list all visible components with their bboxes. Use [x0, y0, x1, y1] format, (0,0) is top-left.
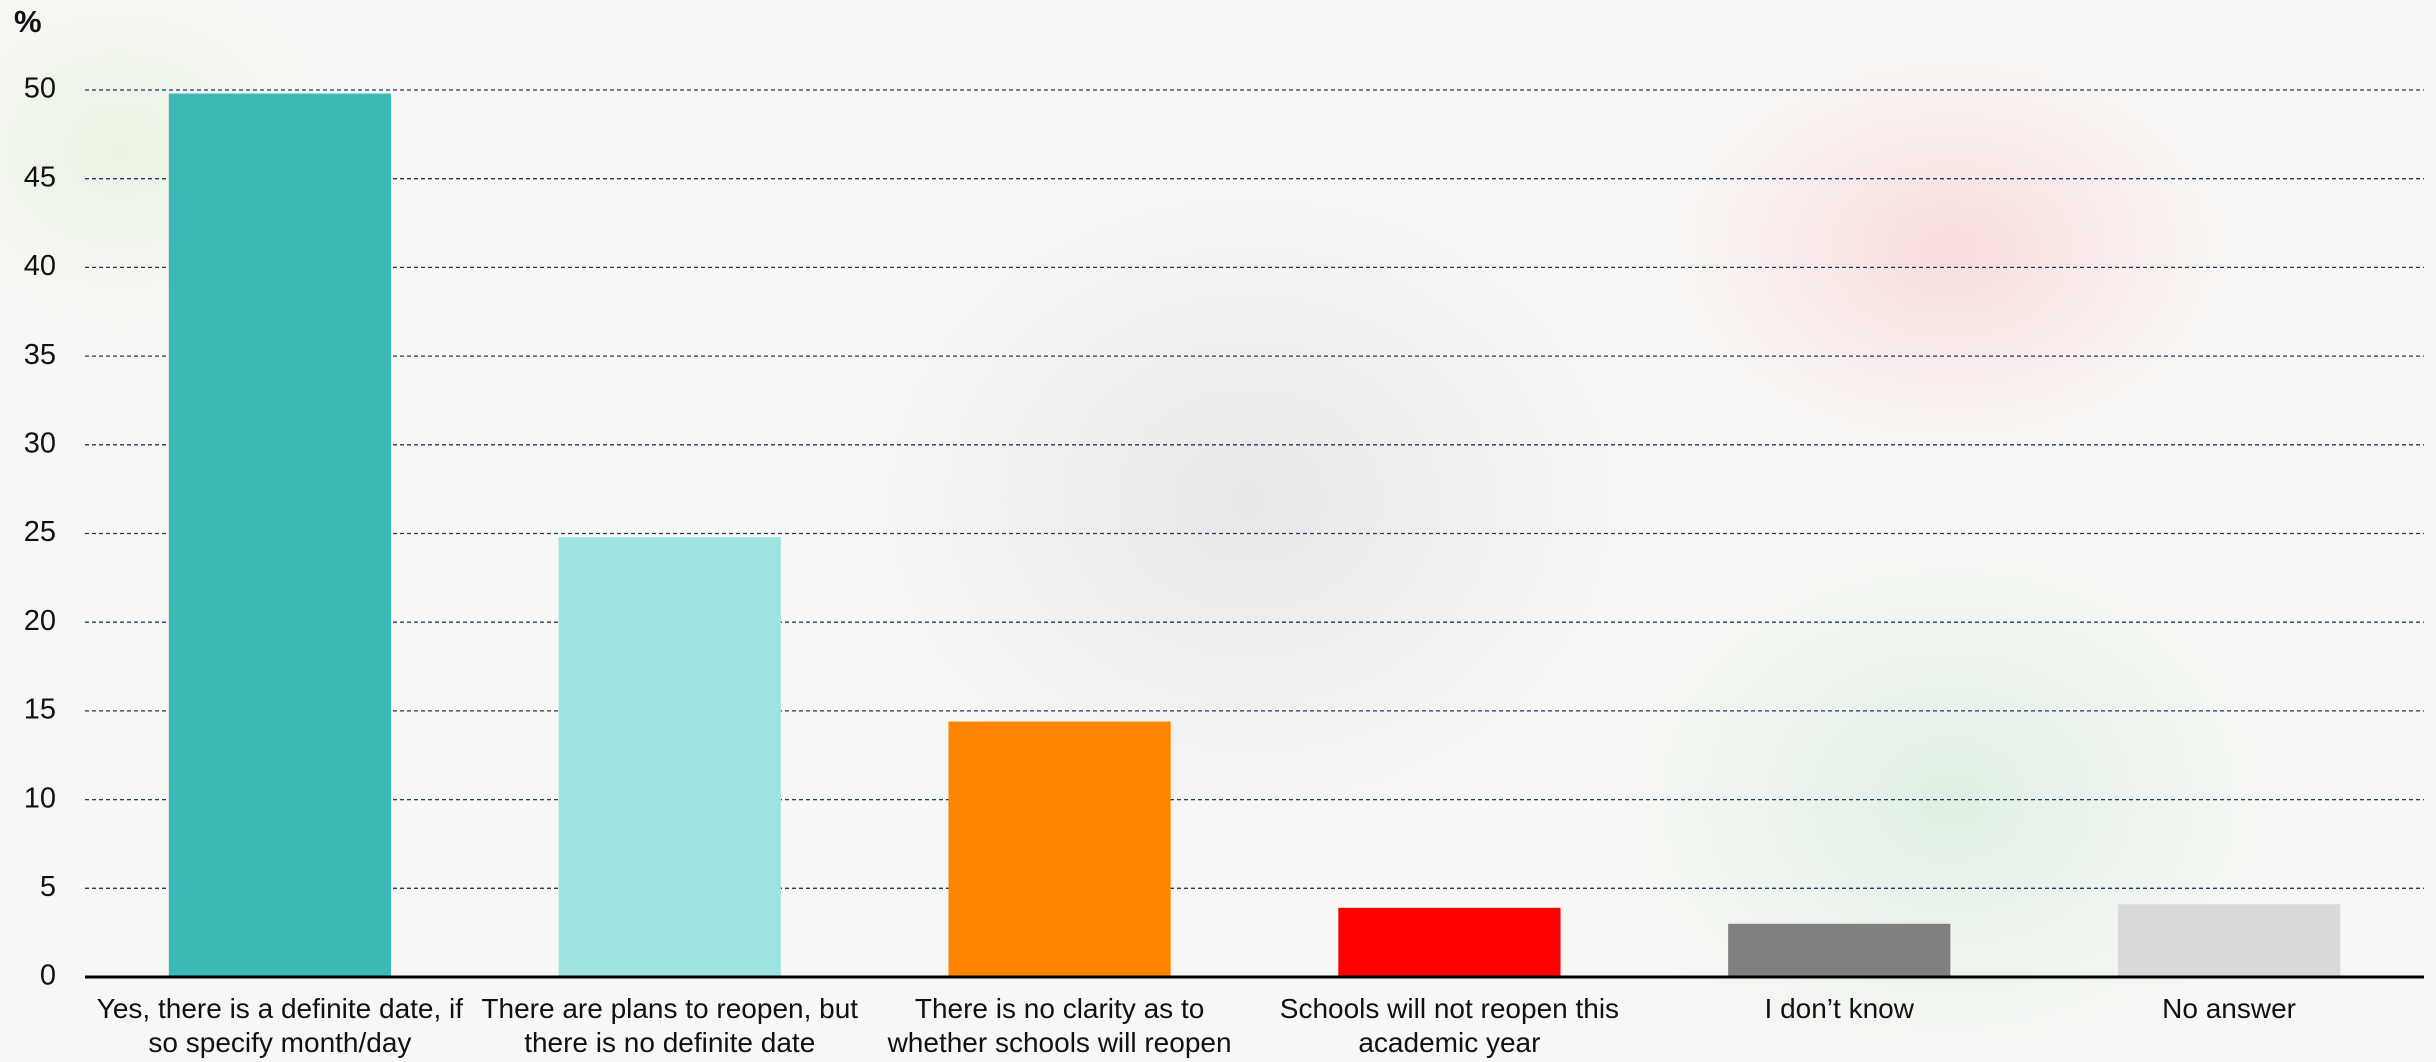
bar — [948, 721, 1171, 977]
y-tick-label: 50 — [24, 73, 56, 105]
x-tick-label: No answer — [2162, 993, 2296, 1024]
y-tick-label: 30 — [24, 427, 56, 459]
y-tick-label: 5 — [40, 871, 56, 903]
bar — [2117, 904, 2341, 977]
bar — [1338, 907, 1561, 977]
bar — [558, 537, 781, 977]
x-tick-label: There is no clarity as to whether school… — [887, 993, 1232, 1058]
y-axis-label: % — [14, 4, 42, 39]
y-tick-label: 15 — [24, 694, 56, 726]
y-tick-label: 40 — [24, 250, 56, 282]
y-tick-label: 25 — [24, 516, 56, 548]
bar — [168, 93, 392, 978]
x-tick-label: There are plans to reopen, but there is … — [481, 993, 859, 1058]
y-tick-label: 45 — [24, 161, 56, 193]
x-tick-label: I don’t know — [1764, 993, 1914, 1024]
x-tick-label: Yes, there is a definite date, if so spe… — [96, 993, 464, 1058]
y-tick-label: 0 — [40, 960, 56, 992]
y-tick-label: 10 — [24, 782, 56, 814]
y-tick-label: 20 — [24, 605, 56, 637]
y-tick-label: 35 — [24, 339, 56, 371]
bar — [1728, 923, 1951, 977]
x-tick-label: Schools will not reopen this academic ye… — [1279, 993, 1620, 1058]
